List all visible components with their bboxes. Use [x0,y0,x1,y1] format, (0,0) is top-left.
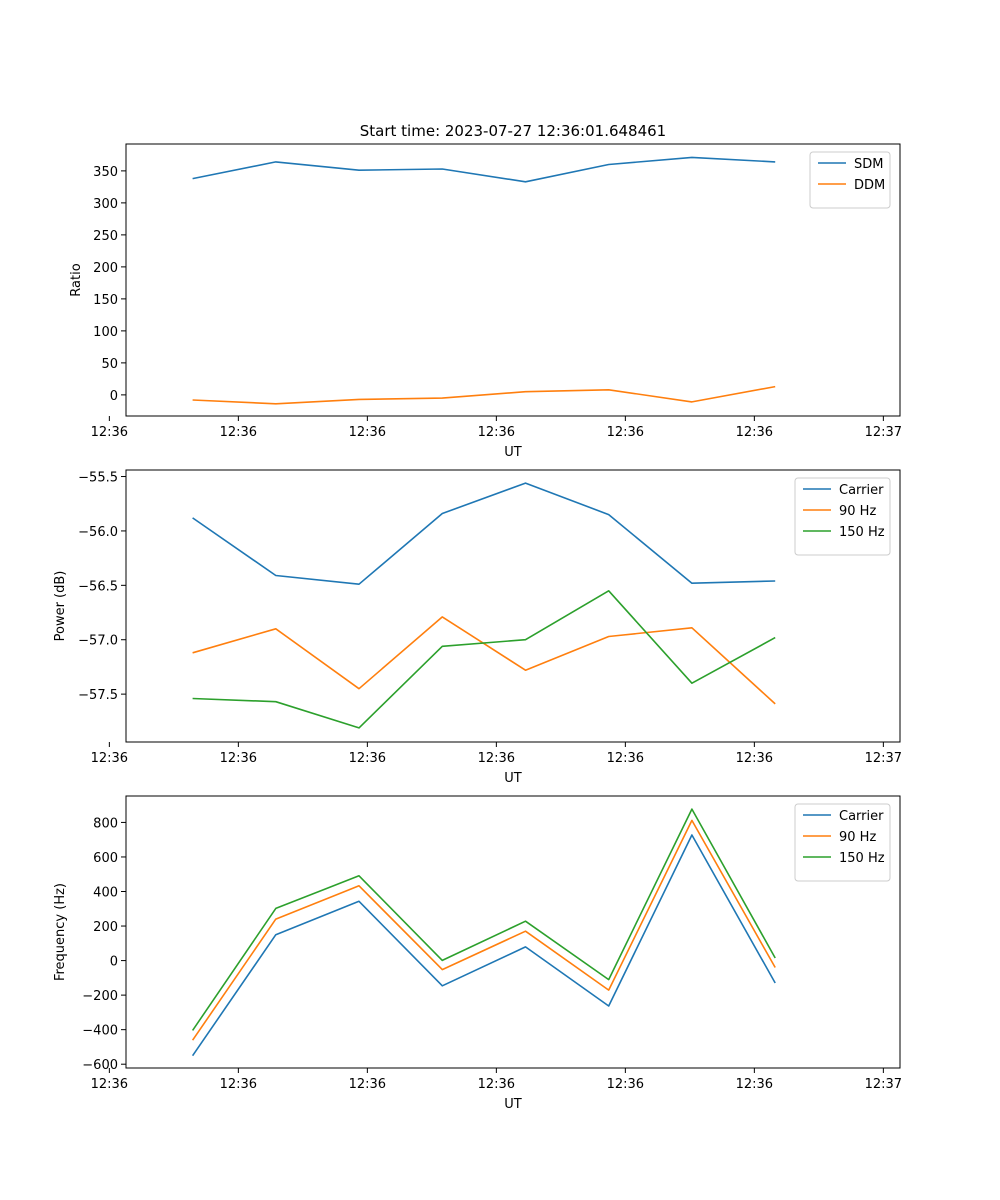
y-tick-label: 200 [93,920,118,935]
x-tick-label: 12:36 [91,751,128,766]
legend-label: 90 Hz [839,504,876,519]
y-tick-label: −57.5 [78,688,118,703]
subplot-1: 0 50 100 150 200 250 300 350 12:36 12:36 12:36 12:3… [69,143,902,460]
plot-frame [125,795,901,1069]
y-tick-label: 400 [93,886,118,901]
y-tick-label: 350 [93,165,118,180]
x-tick-label: 12:37 [865,1077,902,1092]
legend-label: 90 Hz [839,830,876,845]
legend-label: SDM [854,157,883,172]
legend-label: Carrier [839,483,884,498]
x-tick-label: 12:37 [865,751,902,766]
series-line-sdm [192,156,776,183]
x-tick-label: 12:36 [478,425,515,440]
y-axis-label: Ratio [69,263,84,296]
x-tick-label: 12:36 [349,425,386,440]
y-tick-label: −600 [82,1058,118,1073]
legend-label: 150 Hz [839,525,885,540]
x-tick-label: 12:36 [736,1077,773,1092]
series-line-carrier [191,834,776,1057]
x-tick-label: 12:36 [349,1077,386,1092]
y-axis-label: Power (dB) [53,571,68,642]
y-tick-label: −55.5 [78,471,118,486]
y-axis-label: Frequency (Hz) [53,883,68,981]
y-tick-label: −56.5 [78,579,118,594]
x-tick-label: 12:36 [478,751,515,766]
x-tick-label: 12:36 [220,751,257,766]
legend-label: Carrier [839,809,884,824]
x-tick-label: 12:36 [607,425,644,440]
plot-frame [125,143,901,417]
x-tick-label: 12:36 [478,1077,515,1092]
legend-box [809,151,891,209]
figure-title: Start time: 2023-07-27 12:36:01.648461 [360,122,666,140]
y-tick-label: 800 [93,816,118,831]
y-tick-label: −200 [82,989,118,1004]
subplots: 0 50 100 150 200 250 300 350 12:36 12:36 12:36 12:3… [53,143,902,1112]
y-tick-label: −56.0 [78,525,118,540]
series-line-150-hz [192,589,776,729]
legend: Carrier 90 Hz 150 Hz [794,803,891,882]
legend-label: DDM [854,178,885,193]
series-line-ddm [192,385,776,405]
y-tick-label: 100 [93,325,118,340]
subplot-2: −57.5 −57.0 −56.5 −56.0 −55.5 12:36 12:36 12:36… [53,469,902,786]
y-tick-label: 0 [110,955,118,970]
x-tick-label: 12:36 [220,1077,257,1092]
y-tick-label: 300 [93,197,118,212]
x-axis-label: UT [504,1097,522,1112]
y-tick-label: 200 [93,261,118,276]
series-line-90-hz [191,819,776,1041]
x-tick-label: 12:36 [736,425,773,440]
legend: Carrier 90 Hz 150 Hz [794,477,891,556]
x-tick-label: 12:36 [349,751,386,766]
y-tick-label: 50 [101,357,118,372]
x-tick-label: 12:37 [865,425,902,440]
x-axis-label: UT [504,771,522,786]
y-tick-label: −57.0 [78,634,118,649]
y-tick-label: 0 [110,389,118,404]
x-tick-label: 12:36 [607,751,644,766]
x-tick-label: 12:36 [91,1077,128,1092]
y-tick-label: 150 [93,293,118,308]
x-tick-label: 12:36 [91,425,128,440]
subplot-3: −600 −400 −200 0 200 400 600 800 12:36 12:36 12:36… [53,795,902,1112]
legend: SDM DDM [809,151,891,209]
series-line-carrier [192,482,776,586]
x-axis-label: UT [504,445,522,460]
x-tick-label: 12:36 [607,1077,644,1092]
x-tick-label: 12:36 [220,425,257,440]
y-tick-label: 600 [93,851,118,866]
y-tick-label: 250 [93,229,118,244]
plot-frame [125,469,901,743]
legend-box [794,477,891,556]
y-tick-label: −400 [82,1024,118,1039]
legend-box [794,803,891,882]
legend-label: 150 Hz [839,851,885,866]
series-line-150-hz [191,808,776,1031]
x-tick-label: 12:36 [736,751,773,766]
